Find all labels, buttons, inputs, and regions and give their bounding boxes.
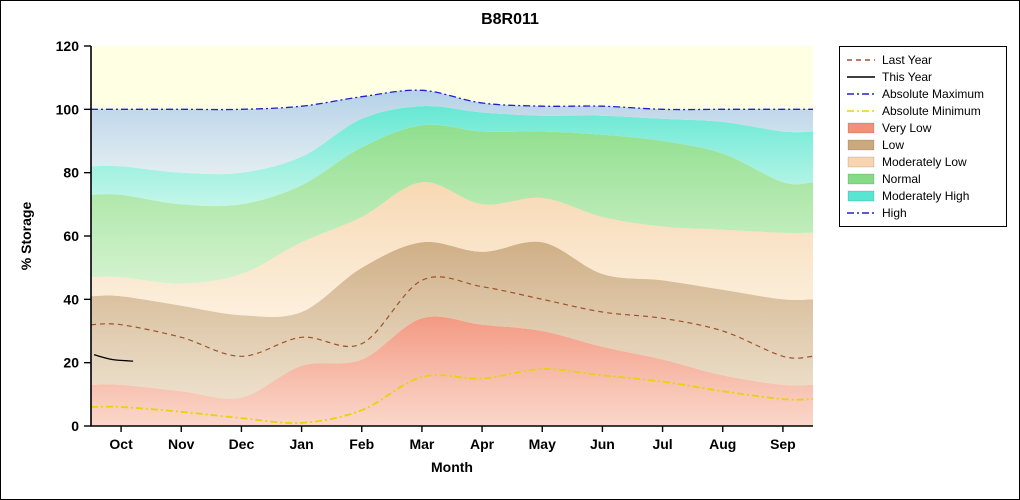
- x-tick-label: Aug: [709, 436, 736, 452]
- legend-line-swatch: [847, 110, 875, 112]
- legend-item-high: High: [846, 205, 1000, 221]
- line-last-year: [90, 276, 814, 359]
- x-tick-label: Oct: [109, 436, 133, 452]
- legend-line-swatch: [847, 76, 875, 78]
- legend-color-swatch: [847, 139, 875, 151]
- legend-color-swatch: [847, 156, 875, 168]
- x-tick-label: Apr: [470, 436, 495, 452]
- legend: Last Year This Year Absolute Maximum Absolu…: [839, 46, 1007, 227]
- legend-item-normal: Normal: [846, 171, 1000, 187]
- legend-label: This Year: [882, 70, 933, 84]
- legend-line-swatch: [847, 59, 875, 61]
- legend-label: High: [882, 206, 907, 220]
- legend-label: Moderately High: [882, 189, 970, 203]
- legend-line-swatch: [847, 93, 875, 95]
- y-tick-label: 0: [71, 418, 79, 434]
- chart-title: B8R011: [481, 11, 539, 28]
- legend-item-moderately-low: Moderately Low: [846, 154, 1000, 170]
- legend-item-absolute-maximum: Absolute Maximum: [846, 86, 1000, 102]
- legend-label: Very Low: [882, 121, 932, 135]
- legend-item-very-low: Very Low: [846, 120, 1000, 136]
- legend-label: Last Year: [882, 53, 933, 67]
- legend-item-low: Low: [846, 137, 1000, 153]
- x-tick-label: Jul: [652, 436, 672, 452]
- legend-item-moderately-high: Moderately High: [846, 188, 1000, 204]
- band-normal: [91, 124, 813, 284]
- band-moderately-high: [91, 106, 813, 207]
- line-absolute-minimum: [90, 368, 814, 424]
- legend-label: Absolute Maximum: [882, 87, 985, 101]
- legend-item-this-year: This Year: [846, 69, 1000, 85]
- y-tick-label: 80: [63, 165, 79, 181]
- x-tick-label: Dec: [229, 436, 255, 452]
- x-tick-label: Jun: [590, 436, 615, 452]
- x-tick-label: May: [529, 436, 556, 452]
- band-low: [91, 241, 813, 399]
- x-tick-label: Mar: [409, 436, 434, 452]
- band-moderately-low: [91, 182, 813, 317]
- x-tick-label: Nov: [168, 436, 195, 452]
- x-tick-label: Sep: [770, 436, 796, 452]
- y-tick-label: 40: [63, 291, 79, 307]
- y-tick-label: 60: [63, 228, 79, 244]
- x-tick-label: Jan: [290, 436, 314, 452]
- legend-label: Moderately Low: [882, 155, 967, 169]
- legend-label: Absolute Minimum: [882, 104, 981, 118]
- x-tick-label: Feb: [349, 436, 374, 452]
- x-axis-label: Month: [431, 459, 473, 475]
- line-absolute-maximum: [90, 89, 813, 111]
- y-tick-label: 100: [56, 101, 80, 117]
- band-high: [91, 90, 813, 175]
- legend-item-last-year: Last Year: [846, 52, 1000, 68]
- legend-color-swatch: [847, 190, 875, 202]
- legend-line-swatch: [847, 212, 875, 214]
- legend-label: Normal: [882, 172, 921, 186]
- y-tick-label: 20: [63, 355, 79, 371]
- y-axis-label: % Storage: [18, 201, 34, 271]
- y-tick-label: 120: [56, 38, 80, 54]
- legend-item-absolute-minimum: Absolute Minimum: [846, 103, 1000, 119]
- legend-color-swatch: [847, 122, 875, 134]
- legend-color-swatch: [847, 173, 875, 185]
- band-very-low: [91, 316, 813, 426]
- legend-label: Low: [882, 138, 905, 152]
- line-this-year: [93, 354, 134, 362]
